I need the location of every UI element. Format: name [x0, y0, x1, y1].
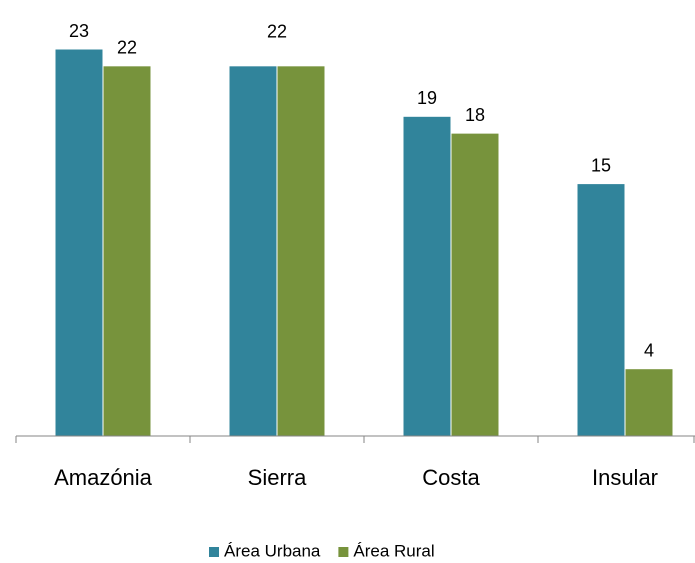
bar	[624, 368, 674, 437]
bar	[402, 115, 452, 437]
data-label: 18	[465, 105, 485, 125]
x-tick-label: Costa	[422, 465, 480, 490]
data-label: 23	[69, 21, 89, 41]
x-tick-label: Amazónia	[54, 465, 153, 490]
legend-label: Área Urbana	[224, 541, 321, 560]
data-label: 22	[117, 38, 137, 58]
x-tick-label: Insular	[592, 465, 658, 490]
bar	[576, 183, 626, 437]
legend-swatch	[338, 547, 349, 557]
data-label: 22	[267, 22, 287, 42]
data-label: 15	[591, 155, 611, 175]
bar	[228, 65, 278, 437]
bar	[450, 132, 500, 437]
bar	[54, 48, 104, 437]
bar	[276, 65, 326, 437]
legend-swatch	[209, 547, 219, 557]
legend-label: Área Rural	[353, 541, 434, 560]
bar	[102, 65, 152, 437]
data-label: 4	[644, 340, 654, 360]
data-label: 19	[417, 88, 437, 108]
x-tick-label: Sierra	[248, 465, 307, 490]
